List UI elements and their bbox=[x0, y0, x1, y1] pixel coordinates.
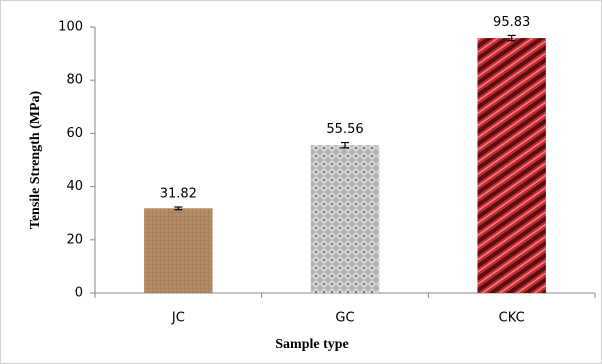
y-tick-label: 40 bbox=[66, 179, 83, 194]
data-label: 55.56 bbox=[326, 122, 363, 137]
x-tick-label: GC bbox=[335, 311, 354, 326]
y-axis-label: Tensile Strength (MPa) bbox=[28, 90, 43, 229]
bar-texture bbox=[478, 38, 546, 293]
y-tick-label: 60 bbox=[66, 126, 83, 141]
x-tick-label: JC bbox=[171, 311, 185, 326]
bar-texture bbox=[144, 208, 212, 293]
x-tick-label: CKC bbox=[499, 311, 525, 326]
y-tick-label: 100 bbox=[58, 20, 83, 35]
chart: Sample type Tensile Strength (MPa) 0 20 40… bbox=[0, 0, 602, 364]
y-tick-label: 80 bbox=[66, 73, 83, 88]
x-axis-label: Sample type bbox=[275, 337, 349, 352]
y-tick-label: 20 bbox=[66, 232, 83, 247]
data-label: 95.83 bbox=[493, 15, 530, 30]
bar-texture bbox=[311, 145, 379, 293]
data-label: 31.82 bbox=[160, 187, 197, 202]
y-tick-label: 0 bbox=[75, 286, 83, 301]
